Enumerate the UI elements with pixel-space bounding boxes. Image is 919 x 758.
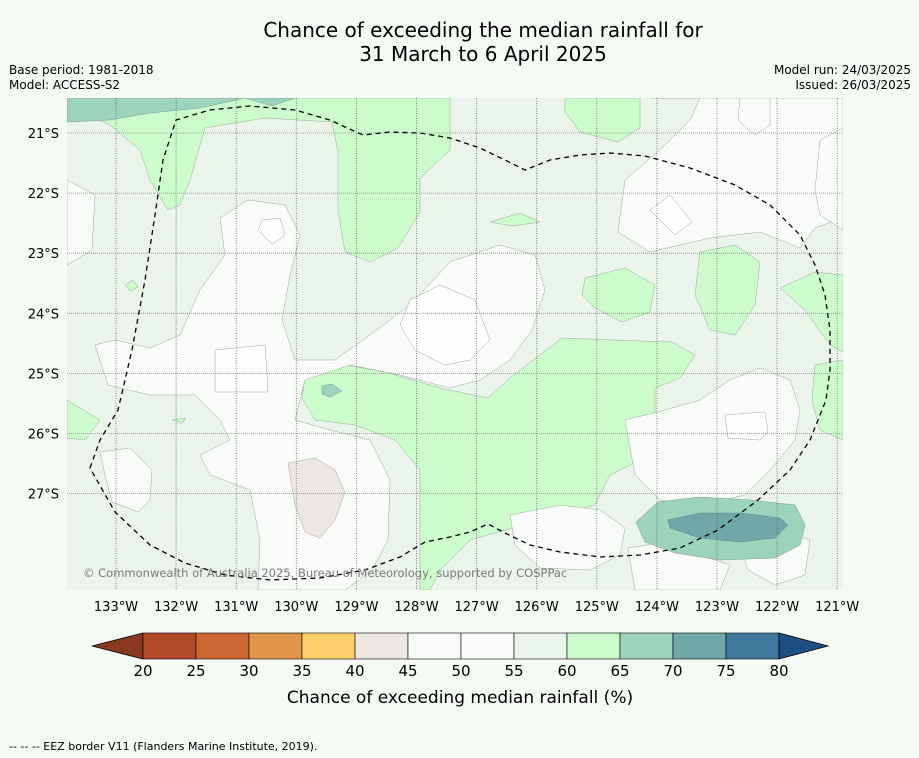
lon-label: 132°W: [154, 600, 198, 615]
colorbar-tick-label: 50: [451, 662, 470, 680]
base-period: Base period: 1981-2018: [9, 63, 154, 77]
meta-left: Base period: 1981-2018 Model: ACCESS-S2: [9, 63, 154, 93]
colorbar-label: Chance of exceeding median rainfall (%): [287, 688, 633, 708]
model-run: Model run: 24/03/2025: [773, 63, 911, 77]
lat-label: 24°S: [28, 307, 59, 322]
copyright-text: © Commonwealth of Australia 2025, Bureau…: [83, 566, 567, 580]
title-line-2: 31 March to 6 April 2025: [359, 42, 607, 66]
lon-label: 128°W: [394, 600, 438, 615]
colorbar-tick-label: 65: [610, 662, 629, 680]
colorbar-segment: [354, 632, 409, 660]
colorbar-high-extension: [778, 632, 830, 660]
map-area: [67, 98, 843, 590]
lon-label: 131°W: [214, 600, 258, 615]
contour-40-45: [287, 457, 346, 539]
contour-70-75: [667, 512, 789, 543]
colorbar-segment: [460, 632, 515, 660]
colorbar-low-extension: [91, 632, 144, 660]
lat-label: 21°S: [28, 127, 59, 142]
lat-label: 25°S: [28, 367, 59, 382]
colorbar-tick-label: 20: [133, 662, 152, 680]
longitude-labels: 133°W 132°W 131°W 130°W 129°W 128°W 127°W 126°W…: [94, 600, 860, 615]
colorbar-tick-label: 25: [186, 662, 205, 680]
lon-label: 122°W: [755, 600, 799, 615]
latitude-labels: 21°S 22°S 23°S 24°S 25°S 26°S 27°S: [28, 127, 59, 503]
colorbar-tick-label: 35: [292, 662, 311, 680]
lon-label: 123°W: [695, 600, 739, 615]
lon-label: 130°W: [274, 600, 318, 615]
lat-label: 23°S: [28, 247, 59, 262]
colorbar-tick-label: 80: [769, 662, 788, 680]
colorbar-segment: [619, 632, 674, 660]
lon-label: 124°W: [635, 600, 679, 615]
graticule: [67, 98, 843, 590]
colorbar-segment: [301, 632, 356, 660]
issued-date: Issued: 26/03/2025: [795, 78, 911, 92]
colorbar-segment: [513, 632, 568, 660]
lon-label: 125°W: [575, 600, 619, 615]
colorbar-tick-label: 40: [345, 662, 364, 680]
colorbar-segment: [725, 632, 780, 660]
eez-legend-note: -- -- -- EEZ border V11 (Flanders Marine…: [9, 740, 318, 753]
lat-label: 27°S: [28, 488, 59, 503]
lon-label: 126°W: [515, 600, 559, 615]
contour-inner: [214, 194, 769, 441]
colorbar-tick-label: 30: [239, 662, 258, 680]
lat-label: 22°S: [28, 187, 59, 202]
colorbar-segment: [142, 632, 197, 660]
colorbar-segment: [407, 632, 462, 660]
colorbar-tick-label: 55: [504, 662, 523, 680]
colorbar-segment: [195, 632, 250, 660]
lon-label: 133°W: [94, 600, 138, 615]
lon-label: 127°W: [455, 600, 499, 615]
model-name: Model: ACCESS-S2: [9, 78, 121, 92]
lat-label: 26°S: [28, 428, 59, 443]
colorbar-tick-label: 70: [663, 662, 682, 680]
map-title: Chance of exceeding the median rainfall …: [0, 18, 919, 66]
colorbar-tick-label: 75: [716, 662, 735, 680]
colorbar: 20 25 30 35 40 45 50 55 60 65 70 75 80: [91, 632, 830, 680]
lon-label: 121°W: [815, 600, 859, 615]
colorbar-segment: [248, 632, 303, 660]
colorbar-tick-label: 60: [557, 662, 576, 680]
colorbar-tick-label: 45: [398, 662, 417, 680]
eez-border: [89, 105, 831, 581]
colorbar-segment: [672, 632, 727, 660]
title-line-1: Chance of exceeding the median rainfall …: [263, 18, 703, 42]
lon-label: 129°W: [334, 600, 378, 615]
meta-right: Model run: 24/03/2025 Issued: 26/03/2025: [774, 63, 911, 93]
colorbar-segment: [566, 632, 621, 660]
